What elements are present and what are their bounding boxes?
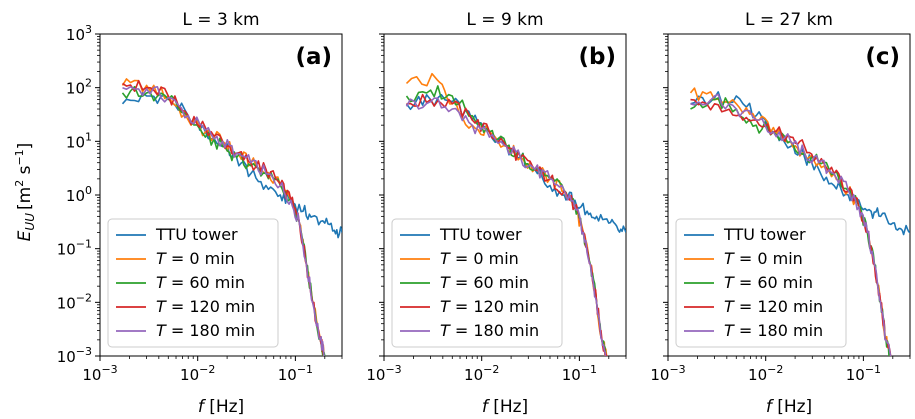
panel-label: (c) bbox=[865, 44, 900, 70]
x-tick-label: 10−2 bbox=[748, 363, 783, 384]
panel-title: L = 9 km bbox=[466, 10, 543, 30]
panel-a: L = 3 km (a) 10−3 10−2 10−1 10−3 10−2 10−1 100 10… bbox=[57, 10, 343, 417]
legend-entry: TTU tower bbox=[155, 225, 238, 244]
legend-entry: T = 0 min bbox=[440, 249, 519, 268]
x-axis-label: f [Hz] bbox=[198, 397, 244, 417]
y-tick-label: 10−1 bbox=[57, 238, 92, 259]
series-line-t-180-min bbox=[122, 86, 325, 356]
legend-entry: T = 180 min bbox=[156, 321, 255, 340]
legend: TTU tower T = 0 min T = 60 min T = 120 min T… bbox=[675, 218, 847, 348]
series-line-t-180-min bbox=[405, 97, 607, 356]
y-tick-label: 10−3 bbox=[57, 345, 92, 366]
x-tick-label: 10−3 bbox=[366, 363, 401, 384]
x-axis-label: f [Hz] bbox=[766, 397, 812, 417]
x-tick-label: 10−3 bbox=[82, 363, 117, 384]
series-group bbox=[405, 72, 626, 356]
legend-entry: T = 60 min bbox=[156, 273, 245, 292]
panel-title: L = 27 km bbox=[745, 10, 833, 30]
legend-entry: TTU tower bbox=[723, 225, 806, 244]
panel-b: L = 9 km (b) 10−3 10−2 10−1 f [Hz] TTU tower T … bbox=[366, 10, 627, 417]
legend-entry: T = 180 min bbox=[724, 321, 823, 340]
x-tick-label: 10−3 bbox=[650, 363, 685, 384]
legend-box bbox=[675, 218, 847, 348]
series-line-ttu-tower bbox=[690, 91, 910, 236]
x-tick-label: 10−2 bbox=[464, 363, 499, 384]
panel-label: (b) bbox=[579, 44, 617, 70]
legend-entry: T = 60 min bbox=[440, 273, 529, 292]
series-line-t-180-min bbox=[690, 93, 892, 356]
y-tick-label: 101 bbox=[66, 130, 92, 151]
x-tick-label: 10−1 bbox=[278, 363, 313, 384]
series-group bbox=[121, 78, 342, 356]
panel-label: (a) bbox=[295, 44, 332, 70]
x-tick-label: 10−1 bbox=[562, 363, 597, 384]
y-axis-label: EUU[m2 s−1] bbox=[13, 143, 37, 242]
legend: TTU tower T = 0 min T = 60 min T = 120 min T… bbox=[107, 218, 279, 348]
x-tick-label: 10−1 bbox=[846, 363, 881, 384]
y-tick-label: 100 bbox=[66, 184, 92, 205]
x-axis-label: f [Hz] bbox=[482, 397, 528, 417]
legend-entry: T = 120 min bbox=[724, 297, 823, 316]
series-line-ttu-tower bbox=[405, 93, 626, 233]
legend-box bbox=[391, 218, 563, 348]
series-line-ttu-tower bbox=[121, 92, 342, 239]
panel-title: L = 3 km bbox=[182, 10, 259, 30]
legend: TTU tower T = 0 min T = 60 min T = 120 min T… bbox=[391, 218, 563, 348]
legend-entry: T = 60 min bbox=[724, 273, 813, 292]
legend-entry: T = 0 min bbox=[156, 249, 235, 268]
legend-entry: T = 180 min bbox=[440, 321, 539, 340]
y-tick-label: 102 bbox=[66, 77, 92, 98]
legend-entry: T = 120 min bbox=[156, 297, 255, 316]
y-tick-label: 103 bbox=[66, 23, 92, 44]
panel-c: L = 27 km(c)10−3 10−2 10−1f [Hz]TTU towerT… bbox=[650, 10, 911, 417]
y-tick-label: 10−2 bbox=[57, 291, 92, 312]
x-tick-label: 10−2 bbox=[180, 363, 215, 384]
legend-entry: T = 120 min bbox=[440, 297, 539, 316]
legend-box bbox=[107, 218, 279, 348]
series-group bbox=[689, 87, 910, 356]
legend-entry: TTU tower bbox=[439, 225, 522, 244]
legend-entry: T = 0 min bbox=[724, 249, 803, 268]
